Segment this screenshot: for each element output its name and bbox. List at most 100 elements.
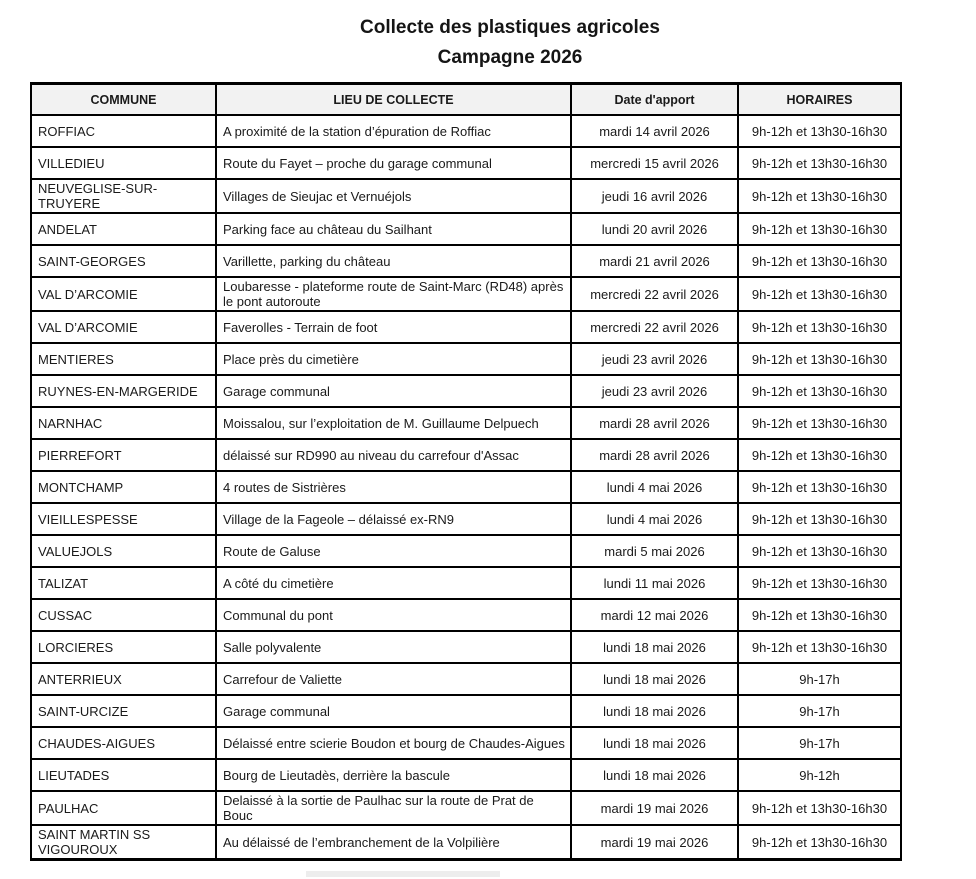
cell-horaires: 9h-17h — [737, 662, 902, 696]
cell-date-apport: mercredi 22 avril 2026 — [570, 310, 739, 344]
cell-date-apport: mercredi 22 avril 2026 — [570, 276, 739, 312]
table-row: CUSSAC Communal du pont mardi 12 mai 2026 9… — [30, 598, 902, 632]
cell-lieu-de-collecte: Villages de Sieujac et Vernuéjols — [215, 178, 572, 214]
cell-horaires: 9h-17h — [737, 726, 902, 760]
cell-lieu-de-collecte: Place près du cimetière — [215, 342, 572, 376]
cell-commune: ANDELAT — [30, 212, 217, 246]
table-row: TALIZAT A côté du cimetière lundi 11 mai 2… — [30, 566, 902, 600]
cell-commune: VAL D’ARCOMIE — [30, 276, 217, 312]
cell-commune: VALUEJOLS — [30, 534, 217, 568]
cell-commune: VAL D’ARCOMIE — [30, 310, 217, 344]
cell-horaires: 9h-12h et 13h30-16h30 — [737, 566, 902, 600]
table-row: SAINT-GEORGES Varillette, parking du chât… — [30, 244, 902, 278]
cell-date-apport: mardi 28 avril 2026 — [570, 406, 739, 440]
cell-lieu-de-collecte: Loubaresse - plateforme route de Saint-M… — [215, 276, 572, 312]
cell-lieu-de-collecte: Garage communal — [215, 694, 572, 728]
cell-lieu-de-collecte: A côté du cimetière — [215, 566, 572, 600]
cell-lieu-de-collecte: Salle polyvalente — [215, 630, 572, 664]
cell-date-apport: jeudi 16 avril 2026 — [570, 178, 739, 214]
cell-lieu-de-collecte: Moissalou, sur l’exploitation de M. Guil… — [215, 406, 572, 440]
cell-date-apport: lundi 20 avril 2026 — [570, 212, 739, 246]
collection-schedule-table: COMMUNE LIEU DE COLLECTE Date d'apport H… — [30, 82, 902, 861]
cell-commune: CUSSAC — [30, 598, 217, 632]
scan-artifact-bar — [306, 871, 500, 877]
cell-date-apport: lundi 4 mai 2026 — [570, 470, 739, 504]
cell-commune: SAINT MARTIN SS VIGOUROUX — [30, 824, 217, 861]
cell-horaires: 9h-12h et 13h30-16h30 — [737, 790, 902, 826]
cell-date-apport: mardi 5 mai 2026 — [570, 534, 739, 568]
cell-lieu-de-collecte: Bourg de Lieutadès, derrière la bascule — [215, 758, 572, 792]
cell-date-apport: lundi 18 mai 2026 — [570, 758, 739, 792]
cell-date-apport: lundi 11 mai 2026 — [570, 566, 739, 600]
title-line-2: Campagne 2026 — [437, 47, 583, 68]
cell-date-apport: jeudi 23 avril 2026 — [570, 342, 739, 376]
table-row: VIEILLESPESSE Village de la Fageole – dél… — [30, 502, 902, 536]
header-commune: COMMUNE — [30, 82, 217, 116]
cell-horaires: 9h-12h et 13h30-16h30 — [737, 310, 902, 344]
table-row: VAL D’ARCOMIE Loubaresse - plateforme rou… — [30, 276, 902, 312]
cell-date-apport: mardi 14 avril 2026 — [570, 114, 739, 148]
cell-commune: LORCIERES — [30, 630, 217, 664]
cell-horaires: 9h-12h et 13h30-16h30 — [737, 146, 902, 180]
cell-lieu-de-collecte: Delaissé à la sortie de Paulhac sur la r… — [215, 790, 572, 826]
table-body: ROFFIAC A proximité de la station d’épura… — [30, 114, 902, 861]
document-title: Collecte des plastiques agricoles Campag… — [0, 0, 976, 73]
cell-horaires: 9h-12h et 13h30-16h30 — [737, 534, 902, 568]
cell-commune: VIEILLESPESSE — [30, 502, 217, 536]
cell-lieu-de-collecte: Au délaissé de l’embranchement de la Vol… — [215, 824, 572, 861]
cell-date-apport: mardi 19 mai 2026 — [570, 824, 739, 861]
table-row: NARNHAC Moissalou, sur l’exploitation de … — [30, 406, 902, 440]
header-lieu-de-collecte: LIEU DE COLLECTE — [215, 82, 572, 116]
cell-date-apport: lundi 18 mai 2026 — [570, 694, 739, 728]
cell-horaires: 9h-12h et 13h30-16h30 — [737, 178, 902, 214]
table-row: MENTIERES Place près du cimetière jeudi 23… — [30, 342, 902, 376]
cell-horaires: 9h-12h et 13h30-16h30 — [737, 502, 902, 536]
cell-horaires: 9h-12h et 13h30-16h30 — [737, 406, 902, 440]
cell-lieu-de-collecte: Village de la Fageole – délaissé ex-RN9 — [215, 502, 572, 536]
cell-horaires: 9h-12h et 13h30-16h30 — [737, 438, 902, 472]
cell-horaires: 9h-12h et 13h30-16h30 — [737, 470, 902, 504]
table-row: LIEUTADES Bourg de Lieutadès, derrière la… — [30, 758, 902, 792]
table-row: MONTCHAMP 4 routes de Sistrières lundi 4 m… — [30, 470, 902, 504]
cell-horaires: 9h-12h et 13h30-16h30 — [737, 276, 902, 312]
table-row: LORCIERES Salle polyvalente lundi 18 mai 2… — [30, 630, 902, 664]
cell-commune: MONTCHAMP — [30, 470, 217, 504]
cell-commune: ROFFIAC — [30, 114, 217, 148]
cell-lieu-de-collecte: Garage communal — [215, 374, 572, 408]
cell-lieu-de-collecte: Parking face au château du Sailhant — [215, 212, 572, 246]
cell-date-apport: mardi 21 avril 2026 — [570, 244, 739, 278]
cell-date-apport: mardi 12 mai 2026 — [570, 598, 739, 632]
cell-date-apport: mardi 19 mai 2026 — [570, 790, 739, 826]
cell-commune: PAULHAC — [30, 790, 217, 826]
cell-commune: ANTERRIEUX — [30, 662, 217, 696]
cell-commune: RUYNES-EN-MARGERIDE — [30, 374, 217, 408]
cell-date-apport: mercredi 15 avril 2026 — [570, 146, 739, 180]
cell-horaires: 9h-12h et 13h30-16h30 — [737, 824, 902, 861]
table-row: ANTERRIEUX Carrefour de Valiette lundi 18 … — [30, 662, 902, 696]
table-row: VAL D’ARCOMIE Faverolles - Terrain de foo… — [30, 310, 902, 344]
cell-horaires: 9h-12h et 13h30-16h30 — [737, 212, 902, 246]
cell-commune: TALIZAT — [30, 566, 217, 600]
cell-horaires: 9h-12h et 13h30-16h30 — [737, 598, 902, 632]
cell-commune: CHAUDES-AIGUES — [30, 726, 217, 760]
cell-horaires: 9h-12h et 13h30-16h30 — [737, 342, 902, 376]
cell-commune: MENTIERES — [30, 342, 217, 376]
cell-lieu-de-collecte: Communal du pont — [215, 598, 572, 632]
cell-lieu-de-collecte: A proximité de la station d’épuration de… — [215, 114, 572, 148]
cell-lieu-de-collecte: Route de Galuse — [215, 534, 572, 568]
cell-horaires: 9h-12h et 13h30-16h30 — [737, 630, 902, 664]
cell-lieu-de-collecte: Carrefour de Valiette — [215, 662, 572, 696]
table-row: PIERREFORT délaissé sur RD990 au niveau d… — [30, 438, 902, 472]
table-row: SAINT-URCIZE Garage communal lundi 18 mai … — [30, 694, 902, 728]
cell-lieu-de-collecte: Route du Fayet – proche du garage commun… — [215, 146, 572, 180]
cell-commune: NARNHAC — [30, 406, 217, 440]
table-row: NEUVEGLISE-SUR-TRUYERE Villages de Sieuja… — [30, 178, 902, 214]
table-header-row: COMMUNE LIEU DE COLLECTE Date d'apport H… — [30, 82, 902, 116]
cell-date-apport: lundi 18 mai 2026 — [570, 630, 739, 664]
table-row: ROFFIAC A proximité de la station d’épura… — [30, 114, 902, 148]
cell-lieu-de-collecte: délaissé sur RD990 au niveau du carrefou… — [215, 438, 572, 472]
cell-commune: VILLEDIEU — [30, 146, 217, 180]
cell-commune: LIEUTADES — [30, 758, 217, 792]
cell-date-apport: lundi 18 mai 2026 — [570, 726, 739, 760]
